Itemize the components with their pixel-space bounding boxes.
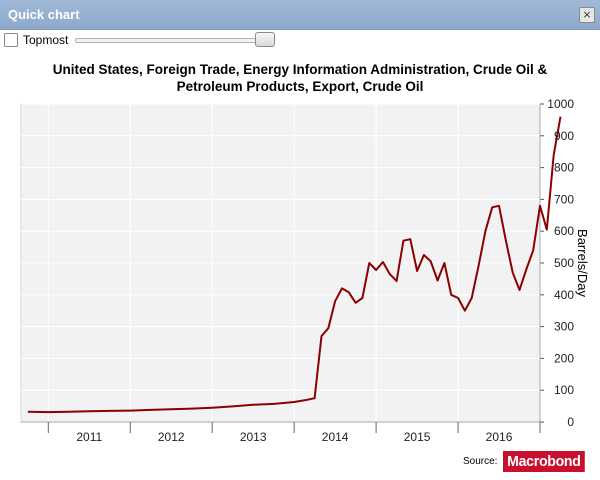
- y-tick-label: 900: [554, 129, 574, 143]
- toolbar: Topmost: [0, 30, 600, 50]
- y-tick-label: 400: [554, 288, 574, 302]
- x-tick-label: 2013: [240, 430, 267, 444]
- y-tick-label: 100: [554, 383, 574, 397]
- close-button[interactable]: ×: [579, 7, 595, 23]
- x-tick-label: 2016: [486, 430, 513, 444]
- y-tick-label: 1000: [547, 97, 574, 111]
- topmost-label: Topmost: [23, 33, 69, 47]
- topmost-checkbox[interactable]: [4, 33, 18, 47]
- y-tick-label: 300: [554, 320, 574, 334]
- x-tick-label: 2014: [322, 430, 349, 444]
- x-tick-label: 2015: [404, 430, 431, 444]
- y-tick-label: 600: [554, 224, 574, 238]
- opacity-slider-thumb[interactable]: [255, 32, 275, 47]
- y-tick-label: 0: [567, 415, 574, 429]
- x-tick-label: 2011: [76, 430, 102, 444]
- y-tick-label: 500: [554, 256, 574, 270]
- y-tick-label: 700: [554, 192, 574, 206]
- window-titlebar: Quick chart ×: [0, 0, 600, 30]
- y-axis-label: Barrels/Day: [575, 229, 590, 297]
- y-tick-label: 200: [554, 351, 574, 365]
- macrobond-logo: Macrobond: [503, 451, 585, 472]
- window-title: Quick chart: [8, 7, 80, 22]
- source-label: Source:: [463, 456, 498, 467]
- chart-title: United States, Foreign Trade, Energy Inf…: [52, 62, 548, 94]
- x-tick-label: 2012: [158, 430, 185, 444]
- y-tick-label: 800: [554, 161, 574, 175]
- series-line: [27, 116, 562, 414]
